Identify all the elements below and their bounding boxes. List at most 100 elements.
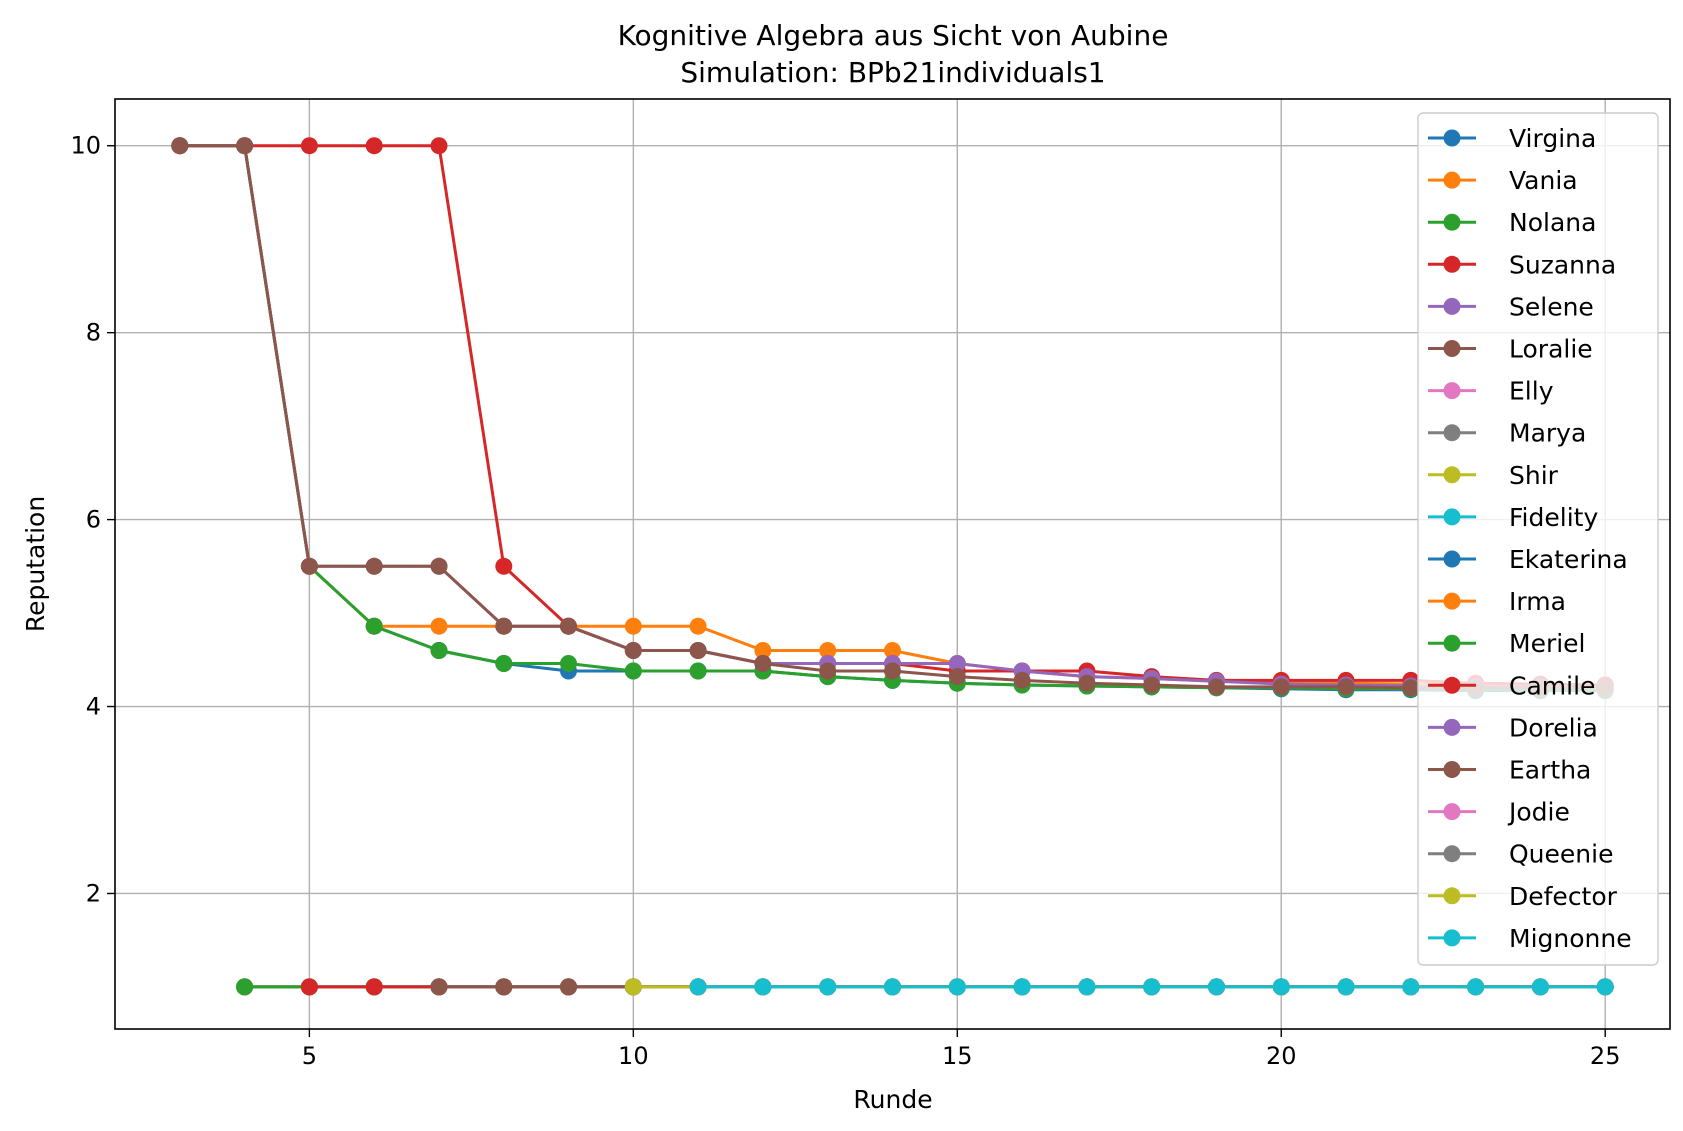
series-mignonne — [689, 978, 1614, 996]
legend-item: Queenie — [1428, 840, 1613, 869]
x-tick-label: 20 — [1266, 1042, 1297, 1070]
legend-item: Meriel — [1428, 629, 1586, 658]
data-point — [430, 137, 448, 155]
legend-label: Meriel — [1509, 629, 1586, 658]
data-point — [495, 978, 513, 996]
data-point — [754, 655, 772, 672]
legend-marker — [1443, 761, 1461, 778]
legend-item: Defector — [1428, 882, 1618, 911]
y-tick-label: 2 — [86, 879, 101, 907]
legend-label: Loralie — [1509, 335, 1593, 364]
data-point — [560, 617, 577, 635]
legend-label: Vania — [1509, 166, 1578, 195]
data-point — [236, 137, 254, 155]
data-point — [1402, 978, 1420, 996]
legend-item: Selene — [1428, 292, 1594, 321]
data-point — [495, 617, 513, 635]
axes: 5 10 15 20 25 2 4 6 8 10 — [70, 132, 1620, 1070]
data-point — [560, 978, 577, 996]
legend-item: Elly — [1428, 377, 1554, 406]
data-point — [495, 557, 513, 575]
legend-item: Loralie — [1428, 335, 1593, 364]
data-point — [365, 978, 383, 996]
legend-marker — [1443, 718, 1461, 736]
y-axis-label: Reputation — [21, 496, 50, 632]
data-point — [884, 642, 901, 659]
data-point — [1272, 978, 1290, 996]
legend-label: Irma — [1509, 587, 1566, 616]
legend-item: Mignonne — [1428, 924, 1632, 953]
chart-title: Kognitive Algebra aus Sicht von Aubine — [618, 19, 1169, 52]
data-point — [1208, 678, 1225, 696]
data-point — [754, 642, 772, 659]
chart-subtitle: Simulation: BPb21individuals1 — [680, 56, 1105, 89]
data-point — [1208, 978, 1225, 996]
data-point — [430, 978, 448, 996]
legend-marker — [1443, 508, 1461, 526]
legend-label: Dorelia — [1509, 713, 1598, 742]
data-point — [430, 617, 448, 635]
data-point — [1143, 676, 1161, 694]
data-point — [819, 978, 837, 996]
data-point — [624, 662, 642, 680]
legend-label: Shir — [1509, 461, 1559, 490]
data-point — [624, 617, 642, 635]
legend-item: Shir — [1428, 461, 1559, 490]
x-tick-label: 25 — [1590, 1042, 1621, 1070]
legend-marker — [1443, 929, 1461, 947]
legend-marker — [1443, 887, 1461, 905]
data-point — [689, 642, 707, 659]
data-point — [1531, 978, 1549, 996]
legend-label: Suzanna — [1509, 250, 1616, 279]
data-point — [365, 137, 383, 155]
data-point — [1337, 678, 1355, 696]
legend-item: Jodie — [1428, 798, 1570, 827]
legend-label: Mignonne — [1509, 924, 1632, 953]
legend-item: Ekaterina — [1428, 545, 1628, 574]
data-point — [624, 978, 642, 996]
legend-item: Marya — [1428, 419, 1586, 448]
data-point — [948, 655, 966, 672]
legend-marker — [1443, 424, 1461, 442]
x-tick-label: 10 — [618, 1042, 649, 1070]
legend-label: Jodie — [1507, 798, 1570, 827]
legend-marker — [1443, 592, 1461, 610]
data-point — [948, 978, 966, 996]
data-point — [689, 617, 707, 635]
legend-marker — [1443, 550, 1461, 568]
data-point — [884, 978, 901, 996]
data-point — [495, 655, 513, 672]
x-tick-label: 15 — [942, 1042, 973, 1070]
legend-item: Nolana — [1428, 208, 1596, 237]
data-point — [1337, 978, 1355, 996]
data-point — [1596, 978, 1614, 996]
data-point — [560, 655, 577, 672]
data-point — [819, 642, 837, 659]
data-point — [171, 137, 189, 155]
legend-marker — [1443, 255, 1461, 273]
legend-marker — [1443, 382, 1461, 400]
legend-label: Nolana — [1509, 208, 1596, 237]
legend: Virgina Vania Nolana Suzanna Selene Loralie El… — [1417, 112, 1659, 966]
data-point — [819, 662, 837, 680]
data-point — [1272, 678, 1290, 696]
data-point — [1143, 978, 1161, 996]
legend-marker — [1443, 466, 1461, 484]
y-tick-label: 8 — [86, 319, 101, 347]
legend-label: Fidelity — [1509, 503, 1598, 532]
legend-item: Camile — [1428, 671, 1595, 700]
legend-label: Ekaterina — [1509, 545, 1628, 574]
grid-lines — [115, 99, 1670, 1029]
data-point — [754, 978, 772, 996]
data-point — [948, 668, 966, 686]
legend-marker — [1443, 340, 1461, 357]
y-tick-label: 10 — [70, 132, 101, 160]
legend-label: Elly — [1509, 377, 1554, 406]
data-point — [430, 557, 448, 575]
legend-marker — [1443, 634, 1461, 652]
legend-label: Selene — [1509, 292, 1594, 321]
legend-marker — [1443, 213, 1461, 231]
legend-item: Vania — [1428, 166, 1578, 195]
legend-label: Camile — [1509, 671, 1595, 700]
